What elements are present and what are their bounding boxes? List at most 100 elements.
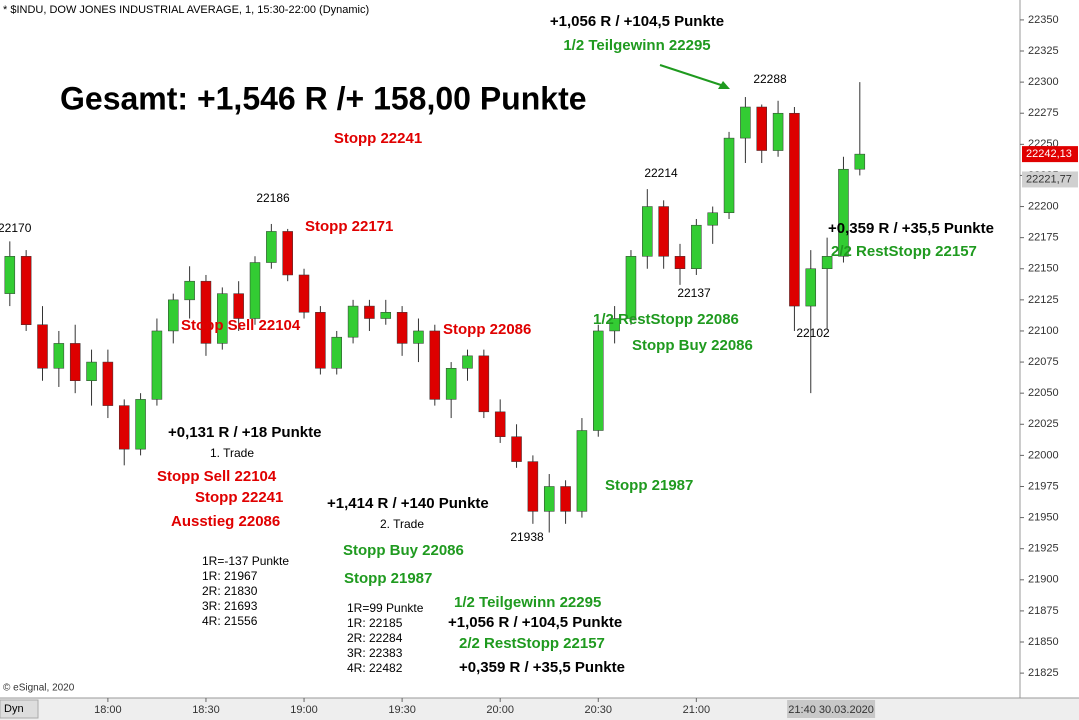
candle-body [4, 256, 16, 294]
candle-body [691, 224, 702, 269]
price-label: 22170 [0, 221, 32, 235]
price-label: 21938 [510, 530, 544, 544]
candle-body [527, 461, 539, 512]
annotation: Gesamt: +1,546 R /+ 158,00 Punkte [60, 80, 587, 116]
candle-body [69, 343, 81, 381]
candle-body [576, 430, 588, 512]
arrow [659, 64, 725, 87]
annotation: 4R: 22482 [347, 661, 403, 675]
y-tick-label: 22100 [1028, 325, 1059, 337]
candle-body [37, 324, 48, 369]
candle-body [200, 280, 212, 344]
candle-body [772, 112, 784, 151]
y-tick-label: 21925 [1028, 543, 1059, 555]
candle-body [445, 368, 457, 400]
y-tick-label: 22125 [1028, 294, 1059, 306]
x-tick-label: 20:00 [486, 704, 514, 716]
x-tick-label: 19:00 [290, 704, 318, 716]
x-tick-label: 18:30 [192, 704, 220, 716]
candle-body [821, 256, 833, 269]
candle-body [740, 106, 751, 139]
annotation: 2/2 RestStopp 22157 [831, 243, 977, 260]
candle-body [86, 361, 97, 381]
arrow-head [718, 81, 730, 89]
candle-body [805, 268, 817, 307]
candle-body [838, 168, 849, 257]
price-marker-label: 22242,13 [1026, 148, 1072, 160]
y-tick-label: 22275 [1028, 107, 1059, 119]
candle-body [723, 137, 735, 214]
annotation: 2/2 RestStopp 22157 [459, 635, 605, 652]
annotation: Stopp 22171 [305, 218, 393, 235]
y-tick-label: 21850 [1028, 636, 1059, 648]
candle-body [233, 293, 244, 319]
price-label: 22288 [753, 72, 787, 86]
annotation: Stopp 21987 [605, 477, 693, 494]
candle-body [380, 312, 392, 319]
price-label: 22137 [677, 286, 711, 300]
candle-body [511, 436, 522, 462]
annotation: Stopp 22241 [195, 489, 283, 506]
x-tick-label: 21:00 [683, 704, 711, 716]
candle-body [429, 330, 441, 400]
annotation: +1,414 R / +140 Punkte [327, 495, 489, 512]
annotation: 1/2 Teilgewinn 22295 [454, 594, 601, 611]
annotation: 1R=-137 Punkte [202, 554, 289, 568]
candle-body [298, 274, 310, 313]
annotation: Stopp 22241 [334, 130, 422, 147]
annotation: 1. Trade [210, 446, 254, 460]
annotation: 4R: 21556 [202, 614, 258, 628]
annotation: Stopp Sell 22104 [181, 317, 301, 334]
annotation: 3R: 21693 [202, 599, 258, 613]
annotation: +1,056 R / +104,5 Punkte [550, 13, 724, 30]
candle-body [674, 256, 686, 269]
candle-body [266, 231, 277, 263]
y-tick-label: 22200 [1028, 200, 1059, 212]
candle-body [102, 361, 114, 406]
annotation: 3R: 22383 [347, 646, 403, 660]
annotation: Stopp 21987 [344, 570, 432, 587]
candle-body [494, 411, 506, 437]
candle-body [756, 106, 767, 151]
y-tick-label: 21825 [1028, 667, 1059, 679]
y-tick-label: 22175 [1028, 232, 1059, 244]
candle-body [854, 153, 866, 170]
y-tick-label: 22325 [1028, 45, 1059, 57]
y-tick-label: 21875 [1028, 605, 1059, 617]
annotation: 2R: 22284 [347, 631, 403, 645]
annotation: +0,359 R / +35,5 Punkte [828, 220, 994, 237]
candle-body [478, 355, 490, 413]
y-tick-label: 22000 [1028, 449, 1059, 461]
candle-body [168, 299, 179, 332]
candle-body [315, 312, 326, 369]
candle-body [642, 206, 653, 257]
candle-body [593, 330, 604, 431]
time-axis-bar [0, 698, 1079, 720]
dyn-button[interactable] [0, 699, 39, 719]
y-tick-label: 22050 [1028, 387, 1059, 399]
candle-body [462, 355, 473, 369]
annotation: +0,359 R / +35,5 Punkte [459, 659, 625, 676]
y-tick-label: 22350 [1028, 14, 1059, 26]
candle-body [396, 312, 408, 344]
annotation: Stopp Buy 22086 [632, 337, 753, 354]
candle-body [217, 293, 228, 344]
candle-body [331, 336, 342, 369]
annotation: 1R=99 Punkte [347, 601, 424, 615]
dyn-label[interactable]: Dyn [4, 703, 24, 715]
y-tick-label: 22300 [1028, 76, 1059, 88]
annotation: 2. Trade [380, 517, 424, 531]
candle-body [184, 280, 195, 301]
cursor-label: 21:40 30.03.2020 [788, 704, 874, 716]
candle-body [53, 343, 65, 369]
annotation: +0,131 R / +18 Punkte [168, 424, 321, 441]
candle-body [543, 486, 555, 512]
cursor-label-bg [787, 700, 876, 718]
price-marker-label: 22221,77 [1026, 173, 1072, 185]
candle-body [707, 212, 718, 226]
price-marker-bg [1022, 171, 1078, 188]
y-tick-label: 21900 [1028, 574, 1059, 586]
y-tick-label: 22075 [1028, 356, 1059, 368]
x-tick-label: 20:30 [585, 704, 613, 716]
